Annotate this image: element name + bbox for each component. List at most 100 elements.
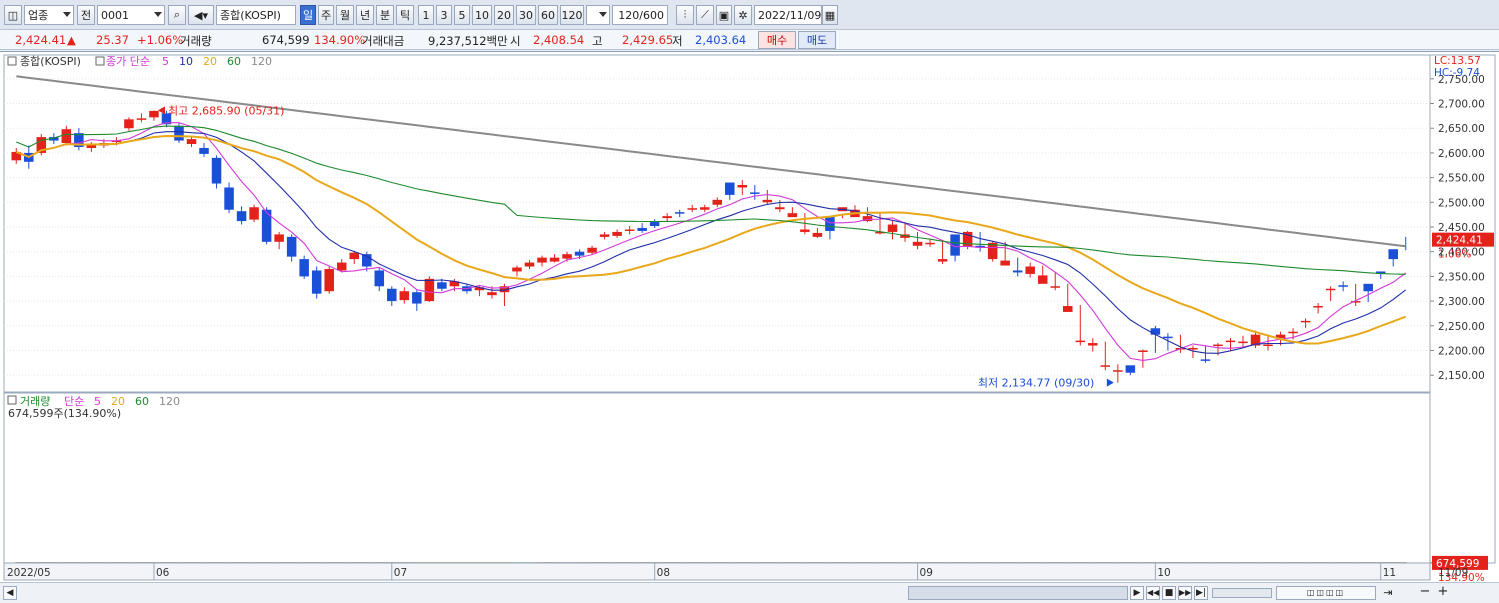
- interval-1[interactable]: 1: [418, 5, 434, 25]
- candle-body: [11, 151, 22, 161]
- candle-body: [975, 245, 985, 248]
- interval-3[interactable]: 3: [436, 5, 452, 25]
- price-change-pct: +1.06%: [137, 33, 184, 47]
- gear-icon[interactable]: ✲: [734, 5, 752, 25]
- date-field[interactable]: 2022/11/09: [754, 5, 822, 25]
- interval-10[interactable]: 10: [472, 5, 492, 25]
- search-icon[interactable]: ⌕: [168, 5, 186, 25]
- price-tick-label: 2,550.00: [1438, 173, 1485, 185]
- candle-body: [49, 137, 59, 141]
- period-week-tab[interactable]: 주: [318, 5, 334, 25]
- candle-body: [412, 292, 422, 304]
- candle-body: [336, 262, 347, 271]
- lc-label: LC:13.57: [1434, 55, 1481, 67]
- chart-menu-icon[interactable]: ◫: [4, 5, 22, 25]
- stock-chart[interactable]: 2,750.00 2,700.00 2,650.00 2,600.00 2,550.00…: [0, 52, 1499, 583]
- count-field[interactable]: 120/600: [612, 5, 668, 25]
- x-axis-frame: [3, 562, 1431, 581]
- ma-legend-box: [95, 56, 105, 66]
- candle-body: [387, 288, 397, 302]
- low-label: 저: [672, 34, 683, 48]
- interval-30[interactable]: 30: [516, 5, 536, 25]
- candle-body: [274, 234, 284, 242]
- period-minute-tab[interactable]: 분: [376, 5, 394, 25]
- candle-body: [1037, 275, 1048, 284]
- line-tool-icon[interactable]: ⟋: [696, 5, 714, 25]
- amount-label: 거래대금: [362, 34, 405, 48]
- candle-body: [449, 281, 460, 287]
- code-input-value: 0001: [101, 8, 129, 22]
- interval-5[interactable]: 5: [454, 5, 470, 25]
- candle-body: [261, 209, 272, 242]
- price-tick-label: 2,650.00: [1438, 123, 1485, 135]
- scroll-left-icon[interactable]: ◀: [3, 586, 17, 600]
- candle-body: [524, 262, 535, 267]
- price-tick-label: 2,750.00: [1438, 74, 1485, 86]
- stop-icon[interactable]: ■: [1162, 586, 1176, 600]
- price-ma120-line: [16, 75, 1406, 248]
- interval-dropdown[interactable]: [586, 5, 610, 25]
- candle-body: [787, 213, 798, 218]
- last-volume-tag: [1432, 555, 1488, 570]
- rewind-icon[interactable]: ◀◀: [1146, 586, 1160, 600]
- candle-body: [249, 207, 259, 220]
- candle-body: [36, 137, 47, 153]
- candle-body: [1100, 365, 1111, 367]
- high-annotation: 최고 2,685.90 (05/31): [168, 104, 285, 117]
- candle-body: [1375, 271, 1386, 274]
- ma-legend-period: 5: [162, 55, 169, 68]
- candle-body: [512, 267, 522, 272]
- period-year-tab[interactable]: 년: [356, 5, 374, 25]
- high-label: 고: [592, 34, 603, 48]
- candle-body: [1213, 344, 1223, 347]
- candle-body: [1025, 266, 1035, 274]
- buy-button[interactable]: 매수: [758, 31, 796, 49]
- scale-icons[interactable]: ◫◫◫◫: [1276, 586, 1376, 600]
- candle-body: [937, 259, 948, 262]
- interval-120[interactable]: 120: [560, 5, 584, 25]
- interval-60[interactable]: 60: [538, 5, 558, 25]
- candle-body: [474, 287, 485, 291]
- candle-body: [399, 291, 410, 301]
- interval-20[interactable]: 20: [494, 5, 514, 25]
- candle-body: [950, 234, 960, 256]
- calendar-icon[interactable]: ▦: [822, 5, 838, 25]
- scroll-right-icon[interactable]: ▶: [1130, 586, 1144, 600]
- open-value: 2,408.54: [533, 33, 585, 47]
- zoom-out-icon[interactable]: −: [1419, 584, 1431, 599]
- code-input[interactable]: 0001: [97, 5, 165, 25]
- period-month-tab[interactable]: 월: [336, 5, 354, 25]
- scroll-end-icon[interactable]: ⇥: [1383, 586, 1393, 599]
- forward-icon[interactable]: ▶▶: [1178, 586, 1192, 600]
- sound-icon[interactable]: ◀▾: [188, 5, 214, 25]
- candle-body: [800, 229, 810, 232]
- sell-button[interactable]: 매도: [798, 31, 836, 49]
- chart-area[interactable]: 2,750.00 2,700.00 2,650.00 2,600.00 2,550.00…: [0, 51, 1499, 603]
- last-price-label: 2,424.41: [1436, 235, 1483, 247]
- period-tick-tab[interactable]: 틱: [396, 5, 414, 25]
- candle-body: [299, 259, 309, 277]
- candle-body: [1275, 334, 1286, 339]
- end-icon[interactable]: ▶|: [1194, 586, 1208, 600]
- prev-button[interactable]: 전: [77, 5, 95, 25]
- candle-body: [349, 252, 359, 260]
- high-value: 2,429.65: [622, 33, 674, 47]
- horizontal-scrollbar[interactable]: ◀ ▶ ◀◀ ■ ▶▶ ▶| ◫◫◫◫ ⇥ − +: [0, 582, 1499, 603]
- y-axis-frame: [1429, 54, 1496, 564]
- market-select[interactable]: 업종: [24, 5, 74, 25]
- price-tick-label: 2,350.00: [1438, 271, 1485, 283]
- save-icon[interactable]: ▣: [716, 5, 732, 25]
- candle-body: [875, 231, 885, 234]
- candle-body: [987, 242, 998, 260]
- period-day-tab[interactable]: 일: [300, 5, 316, 25]
- candle-body: [624, 229, 635, 231]
- scroll-thumb[interactable]: [908, 586, 1128, 600]
- zoom-in-icon[interactable]: +: [1437, 584, 1449, 599]
- ma-legend-period: 120: [251, 55, 272, 68]
- candle-body: [1150, 328, 1161, 335]
- candle-icon[interactable]: ⫶: [676, 5, 694, 25]
- zoom-slider[interactable]: [1212, 588, 1272, 598]
- candle-body: [599, 234, 610, 237]
- candle-body: [587, 247, 597, 253]
- candle-body: [437, 282, 447, 289]
